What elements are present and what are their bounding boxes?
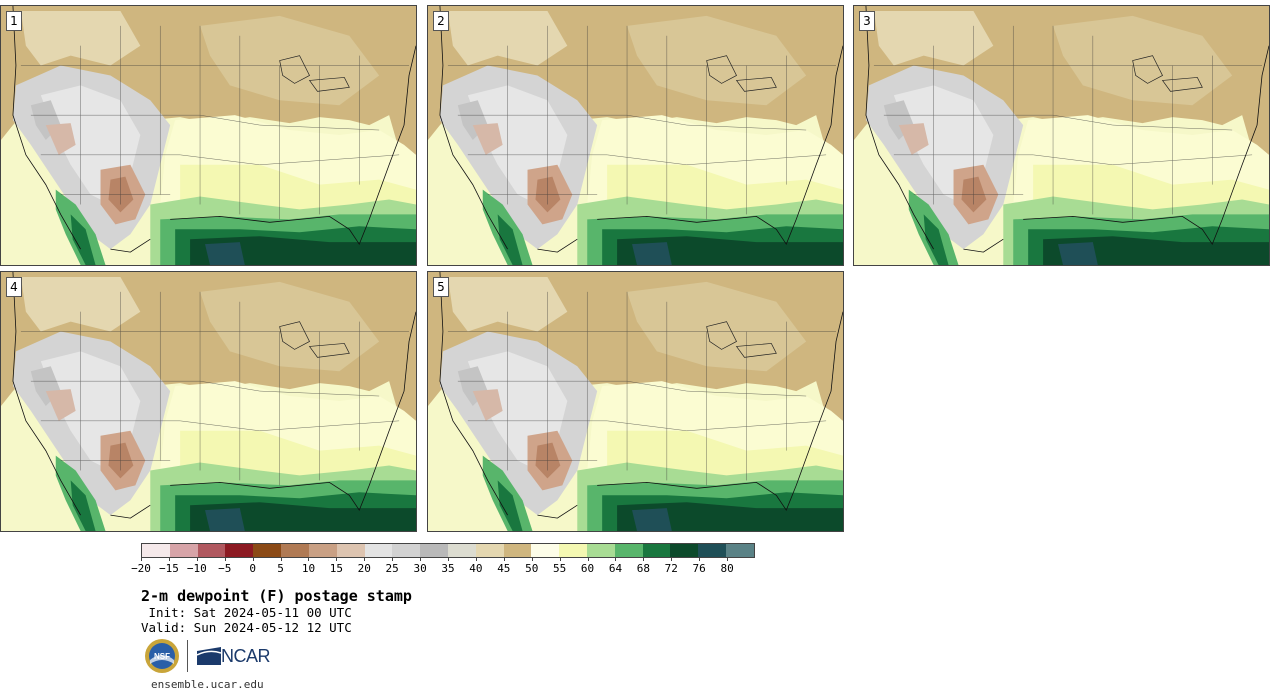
colorbar-swatch <box>726 544 754 557</box>
colorbar-tick-label: 40 <box>469 562 483 575</box>
colorbar-tick-mark <box>168 558 170 561</box>
ncar-wave-icon <box>197 647 221 665</box>
panel-number-label: 5 <box>433 277 449 297</box>
map-panel-4[interactable]: 4 <box>0 271 417 532</box>
map-panel-3[interactable]: 3 <box>853 5 1270 266</box>
dewpoint-colorbar <box>141 543 755 558</box>
panel-number-label: 1 <box>6 11 22 31</box>
colorbar-tick-label: 60 <box>580 562 595 575</box>
plot-title: 2-m dewpoint (F) postage stamp <box>141 587 412 605</box>
colorbar-tick-mark <box>503 558 505 561</box>
colorbar-swatch <box>392 544 421 557</box>
colorbar-tick-label: 20 <box>357 562 371 575</box>
colorbar-swatch <box>531 544 560 557</box>
colorbar-tick-mark <box>252 558 254 561</box>
logo-strip: NSF NCAR <box>144 638 271 674</box>
site-url[interactable]: ensemble.ucar.edu <box>151 678 264 691</box>
colorbar-tick-mark <box>364 558 366 561</box>
panel-number-label: 3 <box>859 11 875 31</box>
colorbar-swatch <box>698 544 727 557</box>
colorbar-tick-label: 55 <box>553 562 567 575</box>
colorbar-tick-mark <box>587 558 589 561</box>
colorbar-swatch <box>420 544 448 557</box>
colorbar-tick-label: 68 <box>636 562 650 575</box>
ncar-logo: NCAR <box>197 645 271 667</box>
colorbar-tick-label: 64 <box>608 562 623 575</box>
colorbar-tick-label: −15 <box>158 562 179 575</box>
colorbar-tick-label: −10 <box>186 562 207 575</box>
map-panel-2[interactable]: 2 <box>427 5 844 266</box>
colorbar-tick-label: 15 <box>329 562 343 575</box>
colorbar-swatch <box>336 544 365 557</box>
colorbar-swatch <box>447 544 476 557</box>
map-panel-1[interactable]: 1 <box>0 5 417 266</box>
panel-number-label: 4 <box>6 277 22 297</box>
colorbar-tick-mark <box>643 558 645 561</box>
nsf-logo-text: NSF <box>154 652 170 661</box>
colorbar-tick-label: 80 <box>720 562 734 575</box>
valid-time: Valid: Sun 2024-05-12 12 UTC <box>141 620 352 635</box>
colorbar-swatch <box>587 544 615 557</box>
colorbar-tick-mark <box>448 558 449 561</box>
colorbar-swatch <box>642 544 671 557</box>
nsf-logo-icon: NSF <box>145 639 179 673</box>
logo-divider <box>187 640 188 672</box>
colorbar-swatch <box>614 544 643 557</box>
colorbar-tick-mark <box>531 558 533 561</box>
colorbar-tick-label: −5 <box>218 562 232 575</box>
colorbar-swatch <box>253 544 282 557</box>
colorbar-tick-mark <box>280 558 282 561</box>
colorbar-tick-mark <box>420 558 422 561</box>
colorbar-tick-mark <box>727 558 729 561</box>
colorbar-tick-label: 35 <box>441 562 455 575</box>
colorbar-swatch <box>225 544 254 557</box>
colorbar-swatch <box>364 544 393 557</box>
colorbar-tick-label: 45 <box>497 562 511 575</box>
colorbar-tick-label: 5 <box>277 562 284 575</box>
colorbar-tick-mark <box>615 558 617 561</box>
colorbar-tick-mark <box>392 558 394 561</box>
colorbar-tick-label: 72 <box>664 562 678 575</box>
colorbar-tick-mark <box>671 558 673 561</box>
colorbar-tick-label: −20 <box>131 562 151 575</box>
colorbar-tick-labels: −20 −15 −10 −5 0 5 10 15 20 25 30 35 40 45 50 55 60 64 68 7… <box>131 562 755 576</box>
colorbar-swatch <box>281 544 309 557</box>
colorbar-swatch <box>475 544 504 557</box>
colorbar-swatch <box>559 544 587 557</box>
colorbar-tick-label: 30 <box>413 562 427 575</box>
colorbar-swatch <box>197 544 226 557</box>
panel-number-label: 2 <box>433 11 449 31</box>
init-time: Init: Sat 2024-05-11 00 UTC <box>141 605 352 620</box>
colorbar-tick-label: 50 <box>525 562 539 575</box>
colorbar-tick-mark <box>196 558 198 561</box>
colorbar-tick-mark <box>224 558 226 561</box>
colorbar-tick-mark <box>308 558 310 561</box>
colorbar-swatch <box>670 544 699 557</box>
colorbar-tick-label: 10 <box>301 562 316 575</box>
colorbar-swatch <box>308 544 337 557</box>
ncar-logo-text: NCAR <box>221 645 271 666</box>
colorbar-tick-label: 0 <box>249 562 256 575</box>
colorbar-tick-mark <box>336 558 338 561</box>
colorbar-tick-label: 76 <box>692 562 706 575</box>
colorbar-tick-mark <box>475 558 477 561</box>
colorbar-tick-label: 25 <box>385 562 399 575</box>
colorbar-swatch <box>169 544 198 557</box>
colorbar-tick-mark <box>141 558 142 561</box>
map-panel-5[interactable]: 5 <box>427 271 844 532</box>
colorbar-tick-mark <box>699 558 701 561</box>
colorbar-swatch <box>142 544 170 557</box>
colorbar-swatch <box>503 544 532 557</box>
colorbar-tick-mark <box>559 558 561 561</box>
